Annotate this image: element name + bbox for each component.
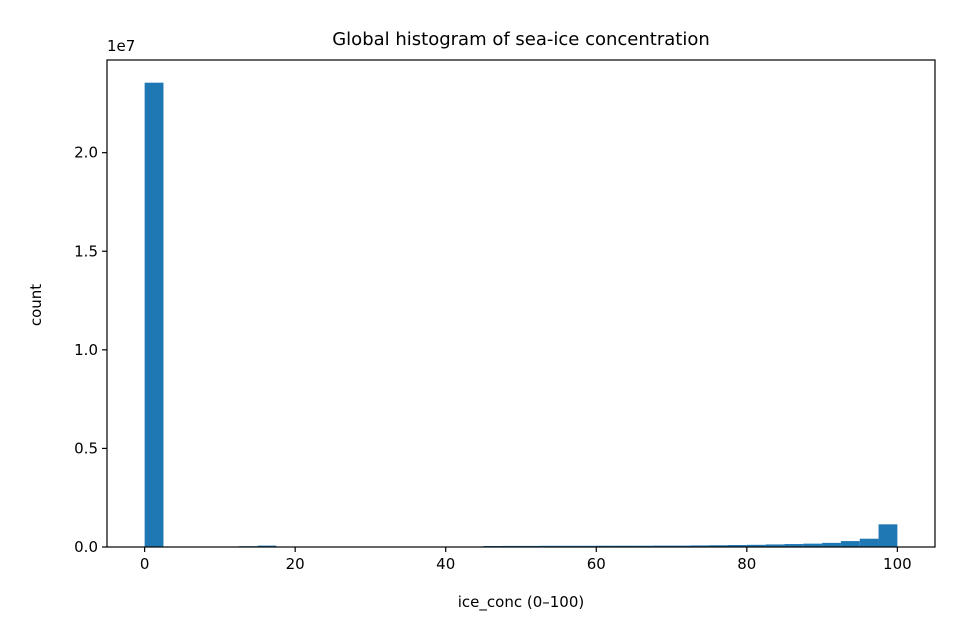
x-tick-label: 40 (436, 555, 455, 573)
histogram-bar (728, 545, 747, 547)
histogram-bar (803, 543, 823, 547)
histogram-bar (746, 544, 766, 547)
histogram-bar (878, 524, 898, 547)
y-tick-label: 1.5 (74, 242, 98, 260)
histogram-bar (859, 538, 879, 547)
histogram-bar (615, 545, 634, 547)
y-tick-label: 0.0 (74, 538, 98, 556)
histogram-bar (840, 541, 860, 547)
histogram-bar (690, 545, 710, 547)
histogram-bar (652, 545, 672, 547)
histogram-bar (257, 545, 277, 547)
x-axis-label: ice_conc (0–100) (458, 593, 584, 612)
histogram-bar (784, 544, 804, 547)
y-axis-ticks: 0.0 0.5 1.0 1.5 2.0 (74, 144, 107, 556)
plot-frame (106, 59, 936, 548)
x-axis-ticks: 0 20 40 60 80 100 (140, 547, 912, 573)
chart-title: Global histogram of sea-ice concentratio… (332, 29, 710, 50)
x-tick-label: 80 (737, 555, 756, 573)
histogram-bar (822, 542, 841, 547)
y-offset-label: 1e7 (107, 37, 135, 55)
x-tick-label: 20 (286, 555, 305, 573)
histogram-bar (144, 82, 164, 548)
histogram-bar (709, 545, 728, 547)
y-tick-label: 2.0 (74, 144, 98, 162)
histogram-bar (671, 545, 691, 547)
y-tick-label: 1.0 (74, 341, 98, 359)
x-tick-label: 100 (883, 555, 912, 573)
histogram-bar (765, 544, 785, 547)
histogram-bars (144, 82, 898, 548)
x-tick-label: 0 (140, 555, 150, 573)
histogram-bar (596, 545, 616, 547)
y-axis-label: count (27, 284, 45, 326)
y-tick-label: 0.5 (74, 439, 98, 457)
histogram-bar (633, 545, 653, 547)
x-tick-label: 60 (587, 555, 606, 573)
